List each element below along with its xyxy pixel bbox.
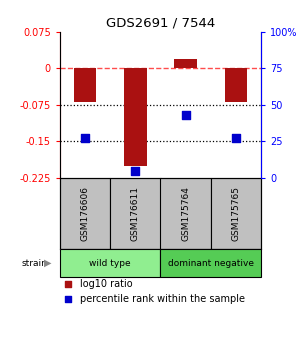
- Bar: [60, 249, 160, 277]
- Bar: [160, 249, 261, 277]
- Point: [133, 168, 138, 173]
- Title: GDS2691 / 7544: GDS2691 / 7544: [106, 16, 215, 29]
- Point: [183, 112, 188, 118]
- Text: strain: strain: [22, 258, 48, 268]
- Text: wild type: wild type: [89, 258, 131, 268]
- Text: GSM176606: GSM176606: [81, 186, 90, 241]
- Bar: [74, 68, 96, 102]
- Text: GSM175764: GSM175764: [181, 186, 190, 241]
- Bar: [225, 68, 247, 102]
- Bar: [60, 178, 110, 249]
- Text: percentile rank within the sample: percentile rank within the sample: [80, 294, 245, 304]
- Point: [66, 296, 70, 302]
- Point: [83, 136, 88, 141]
- Bar: [160, 178, 211, 249]
- Bar: [124, 68, 147, 166]
- Text: GSM176611: GSM176611: [131, 186, 140, 241]
- Text: dominant negative: dominant negative: [168, 258, 254, 268]
- Bar: [211, 178, 261, 249]
- Text: log10 ratio: log10 ratio: [80, 279, 133, 289]
- Text: ▶: ▶: [44, 258, 51, 268]
- Bar: [110, 178, 160, 249]
- Point: [66, 281, 70, 287]
- Text: GSM175765: GSM175765: [231, 186, 240, 241]
- Point: [233, 136, 238, 141]
- Bar: [174, 59, 197, 68]
